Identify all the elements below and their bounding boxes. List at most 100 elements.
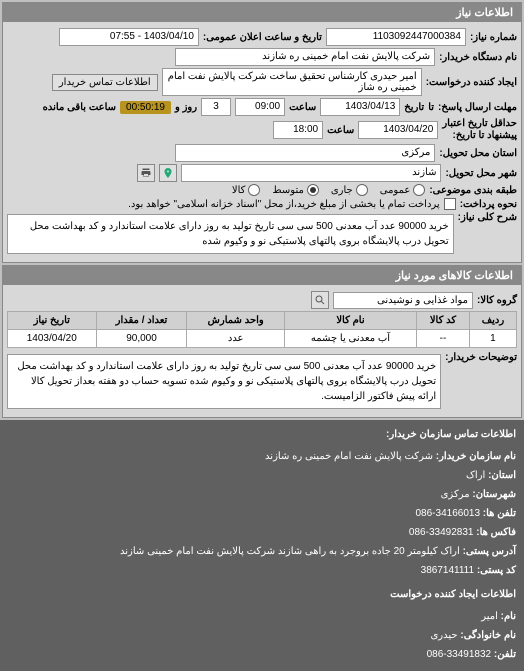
row-city: شهر محل تحویل: شازند: [7, 164, 517, 182]
kv-tel: تلفن: 33491832-086: [8, 646, 516, 664]
cell-unit: عدد: [187, 330, 284, 348]
kv-address: آدرس پستی: اراک کیلومتر 20 جاده بروجرد ب…: [8, 543, 516, 561]
name-label: نام:: [501, 611, 516, 622]
row-creator: ایجاد کننده درخواست: امیر حیدری کارشناس …: [7, 68, 517, 96]
radio-medium-dot: [307, 184, 319, 196]
valid-date-field: 1403/04/20: [358, 121, 438, 139]
cell-row: 1: [469, 330, 516, 348]
tel-value: 33491832-086: [427, 649, 492, 660]
goods-table-head: ردیف کد کالا نام کالا واحد شمارش تعداد /…: [8, 312, 517, 330]
kv-postal: کد پستی: 3867141111: [8, 562, 516, 580]
family-label: نام خانوادگی:: [460, 630, 516, 641]
cell-name: آب معدنی یا چشمه: [284, 330, 416, 348]
radio-high[interactable]: کالا: [232, 184, 261, 196]
radio-current[interactable]: جاری: [331, 184, 368, 196]
radio-medium[interactable]: متوسط: [272, 184, 318, 196]
row-province: استان محل تحویل: مرکزی: [7, 144, 517, 162]
valid-time-field: 18:00: [273, 121, 323, 139]
creator-label: ایجاد کننده درخواست:: [426, 77, 517, 88]
print-button[interactable]: [137, 164, 155, 182]
valid-label-2: پیشنهاد تا تاریخ:: [453, 130, 517, 141]
row-payment: نحوه پرداخت: پرداخت تمام یا بخشی از مبلغ…: [7, 198, 517, 210]
desc-text: خرید 90000 عدد آب معدنی 500 سی سی تاریخ …: [7, 214, 454, 254]
number-field: 1103092447000384: [326, 28, 466, 46]
row-number: شماره نیاز: 1103092447000384 تاریخ و ساع…: [7, 28, 517, 46]
group-label: گروه کالا:: [477, 295, 517, 306]
valid-label: حداقل تاریخ اعتبار پیشنهاد تا تاریخ:: [442, 118, 517, 142]
kv-family: نام خانوادگی: حیدری: [8, 627, 516, 645]
col-row: ردیف: [469, 312, 516, 330]
announce-label: تاریخ و ساعت اعلان عمومی:: [203, 32, 322, 43]
radio-current-dot: [356, 184, 368, 196]
cell-qty: 90,000: [96, 330, 187, 348]
creator-heading: اطلاعات ایجاد کننده درخواست: [8, 586, 516, 604]
cell-code: --: [417, 330, 470, 348]
remain-time-badge: 00:50:19: [120, 101, 171, 114]
payment-label: نحوه پرداخت:: [460, 199, 517, 210]
row-buyer-org: نام دستگاه خریدار: شرکت پالایش نفت امام …: [7, 48, 517, 66]
col-code: کد کالا: [417, 312, 470, 330]
valid-time-label: ساعت: [327, 125, 354, 136]
remain-days-field: 3: [201, 98, 231, 116]
buyer-org-label: نام دستگاه خریدار:: [439, 52, 517, 63]
c-province-label: استان:: [488, 470, 516, 481]
table-row[interactable]: 1 -- آب معدنی یا چشمه عدد 90,000 1403/04…: [8, 330, 517, 348]
row-deadline: مهلت ارسال پاسخ: تا تاریخ 1403/04/13 ساع…: [7, 98, 517, 116]
tel-label: تلفن:: [494, 649, 516, 660]
print-icon: [140, 167, 152, 179]
goods-panel-title: اطلاعات کالاهای مورد نیاز: [3, 266, 521, 285]
map-icon: [162, 167, 174, 179]
org-label: نام سازمان خریدار:: [436, 451, 516, 462]
budget-radio-group: عمومی جاری متوسط کالا: [232, 184, 425, 196]
deadline-label: مهلت ارسال پاسخ:: [438, 102, 517, 113]
budget-label: طبقه بندی موضوعی:: [429, 185, 517, 196]
province-label: استان محل تحویل:: [439, 148, 517, 159]
c-city-label: شهرستان:: [472, 489, 516, 500]
payment-note: پرداخت تمام یا بخشی از مبلغ خرید،از محل …: [128, 199, 440, 210]
map-button[interactable]: [159, 164, 177, 182]
contact-section: اطلاعات تماس سازمان خریدار: نام سازمان خ…: [0, 420, 524, 671]
phone-value: 34166013-086: [415, 508, 480, 519]
kv-fax: فاکس ها: 33492831-086: [8, 524, 516, 542]
province-field: مرکزی: [175, 144, 435, 162]
row-group: گروه کالا: مواد غذایی و نوشیدنی: [7, 291, 517, 309]
desc-label: شرح کلی نیاز:: [458, 212, 517, 223]
deadline-to-label: تا: [428, 102, 434, 113]
kv-name: نام: امیر: [8, 608, 516, 626]
table-header-row: ردیف کد کالا نام کالا واحد شمارش تعداد /…: [8, 312, 517, 330]
main-panel: اطلاعات نیاز شماره نیاز: 110309244700038…: [2, 2, 522, 263]
request-info-body: شماره نیاز: 1103092447000384 تاریخ و ساع…: [3, 22, 521, 262]
buyer-org-field: شرکت پالایش نفت امام خمینی ره شازند: [175, 48, 435, 66]
col-qty: تعداد / مقدار: [96, 312, 187, 330]
radio-high-dot: [248, 184, 260, 196]
c-province-value: اراک: [466, 470, 485, 481]
fax-label: فاکس ها:: [476, 527, 516, 538]
contact-heading: اطلاعات تماس سازمان خریدار:: [8, 426, 516, 444]
creator-field: امیر حیدری کارشناس تحقیق ساخت شرکت پالای…: [162, 68, 422, 96]
org-value: شرکت پالایش نفت امام خمینی ره شازند: [265, 451, 433, 462]
deadline-time-label: ساعت: [289, 102, 316, 113]
group-select[interactable]: مواد غذایی و نوشیدنی: [333, 292, 473, 309]
payment-checkbox[interactable]: [444, 198, 456, 210]
row-budget: طبقه بندی موضوعی: عمومی جاری متوسط کالا: [7, 184, 517, 196]
postal-label: کد پستی:: [477, 565, 516, 576]
radio-public-dot: [413, 184, 425, 196]
family-value: حیدری: [430, 630, 457, 641]
radio-public[interactable]: عمومی: [380, 184, 426, 196]
c-city-value: مرکزی: [441, 489, 470, 500]
name-value: امیر: [481, 611, 498, 622]
panel-title: اطلاعات نیاز: [3, 3, 521, 22]
search-button[interactable]: [311, 291, 329, 309]
buyer-notes-text: خرید 90000 عدد آب معدنی 500 سی سی تاریخ …: [7, 354, 441, 409]
row-validity: حداقل تاریخ اعتبار پیشنهاد تا تاریخ: 140…: [7, 118, 517, 142]
search-icon: [314, 294, 326, 306]
buyer-notes-label: توضیحات خریدار:: [445, 352, 517, 363]
announce-field: 1403/04/10 - 07:55: [59, 28, 199, 46]
valid-label-1: حداقل تاریخ اعتبار: [442, 118, 517, 129]
goods-table-body: 1 -- آب معدنی یا چشمه عدد 90,000 1403/04…: [8, 330, 517, 348]
cell-date: 1403/04/20: [8, 330, 97, 348]
buyer-contact-button[interactable]: اطلاعات تماس خریدار: [52, 74, 158, 91]
radio-high-label: کالا: [232, 185, 246, 196]
deadline-time-field: 09:00: [235, 98, 285, 116]
goods-panel: اطلاعات کالاهای مورد نیاز گروه کالا: موا…: [2, 265, 522, 418]
